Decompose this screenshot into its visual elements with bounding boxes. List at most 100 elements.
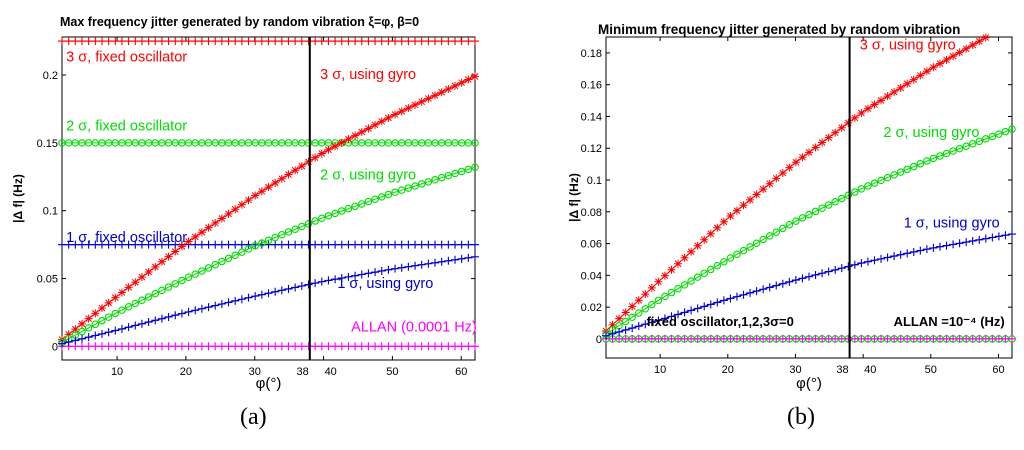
data-point	[641, 305, 650, 313]
data-point	[324, 276, 333, 285]
data-point	[824, 267, 833, 276]
data-point	[177, 309, 186, 318]
data-point	[890, 171, 898, 179]
data-point	[91, 320, 100, 329]
data-point	[111, 326, 120, 335]
annotation: 3 σ, using gyro	[860, 38, 956, 54]
data-point	[204, 223, 213, 232]
data-point	[765, 283, 774, 292]
data-point	[64, 330, 73, 339]
data-point	[975, 137, 984, 146]
data-point	[197, 304, 206, 313]
data-point	[158, 286, 166, 295]
data-point	[211, 260, 219, 269]
data-point	[962, 238, 971, 247]
data-point	[942, 55, 951, 64]
data-point	[654, 296, 663, 305]
data-point	[608, 329, 617, 338]
data-point	[922, 245, 931, 254]
data-point	[471, 342, 479, 351]
data-point	[424, 178, 433, 186]
data-point	[264, 289, 273, 298]
data-point	[909, 75, 918, 84]
data-point	[444, 85, 453, 94]
data-point	[752, 190, 761, 199]
data-point	[621, 317, 630, 326]
data-point	[244, 293, 253, 302]
data-point	[634, 322, 643, 331]
data-point	[371, 195, 379, 203]
data-point	[667, 312, 676, 321]
data-point	[451, 81, 460, 90]
data-point	[883, 92, 892, 101]
data-point	[818, 138, 827, 147]
data-point	[942, 149, 951, 158]
data-point	[700, 269, 708, 278]
y-tick-label: 0	[52, 341, 58, 353]
data-point	[404, 104, 413, 113]
data-point	[811, 270, 820, 279]
data-point	[104, 313, 113, 321]
data-point	[811, 207, 820, 216]
data-point	[778, 279, 787, 288]
data-point	[424, 94, 433, 103]
data-point	[707, 265, 715, 274]
data-point	[391, 188, 399, 196]
data-point	[357, 270, 366, 279]
data-point	[752, 287, 761, 296]
data-point	[844, 118, 853, 127]
data-point	[628, 302, 637, 311]
series-1-using-gyro	[602, 230, 1016, 340]
data-point	[184, 307, 193, 316]
data-point	[844, 191, 853, 200]
data-point	[621, 325, 630, 334]
data-point	[357, 128, 366, 137]
data-point	[284, 284, 293, 293]
plot-frame	[61, 36, 476, 361]
data-point	[157, 314, 166, 323]
annotation: 1 σ, using gyro	[337, 276, 433, 292]
data-point	[291, 225, 299, 234]
data-point	[131, 299, 140, 308]
y-tick-label: 0.1	[43, 206, 58, 218]
data-point	[437, 173, 446, 182]
data-point	[384, 113, 393, 122]
data-point	[752, 239, 761, 247]
data-point	[417, 97, 426, 106]
data-point	[615, 314, 624, 323]
data-point	[144, 293, 153, 301]
data-point	[916, 246, 925, 255]
data-point	[298, 222, 306, 231]
data-point	[857, 185, 866, 193]
data-point	[138, 296, 146, 304]
data-point	[271, 178, 280, 187]
data-point	[124, 303, 133, 311]
data-point	[805, 272, 813, 281]
data-point	[935, 242, 944, 251]
data-point	[384, 265, 393, 274]
data-point	[311, 153, 320, 162]
y-tick-label: 0.08	[581, 207, 602, 219]
annotation: ALLAN (0.0001 Hz)	[351, 320, 477, 336]
data-point	[837, 123, 846, 132]
data-point	[117, 288, 126, 297]
data-point	[317, 149, 326, 158]
data-point	[628, 313, 636, 321]
data-point	[431, 258, 440, 267]
data-point	[331, 209, 339, 218]
data-point	[91, 331, 100, 340]
data-point	[257, 187, 266, 196]
data-point	[746, 288, 755, 297]
x-tick-label: 38	[297, 366, 309, 378]
data-point	[674, 259, 683, 268]
data-point	[765, 179, 774, 188]
data-point	[864, 182, 872, 190]
data-point	[870, 256, 879, 265]
annotation: 2 σ, using gyro	[883, 125, 979, 141]
data-point	[949, 147, 957, 155]
data-point	[291, 283, 300, 292]
data-point	[344, 204, 353, 213]
data-point	[968, 236, 977, 245]
data-point	[204, 303, 213, 312]
data-point	[732, 206, 741, 215]
